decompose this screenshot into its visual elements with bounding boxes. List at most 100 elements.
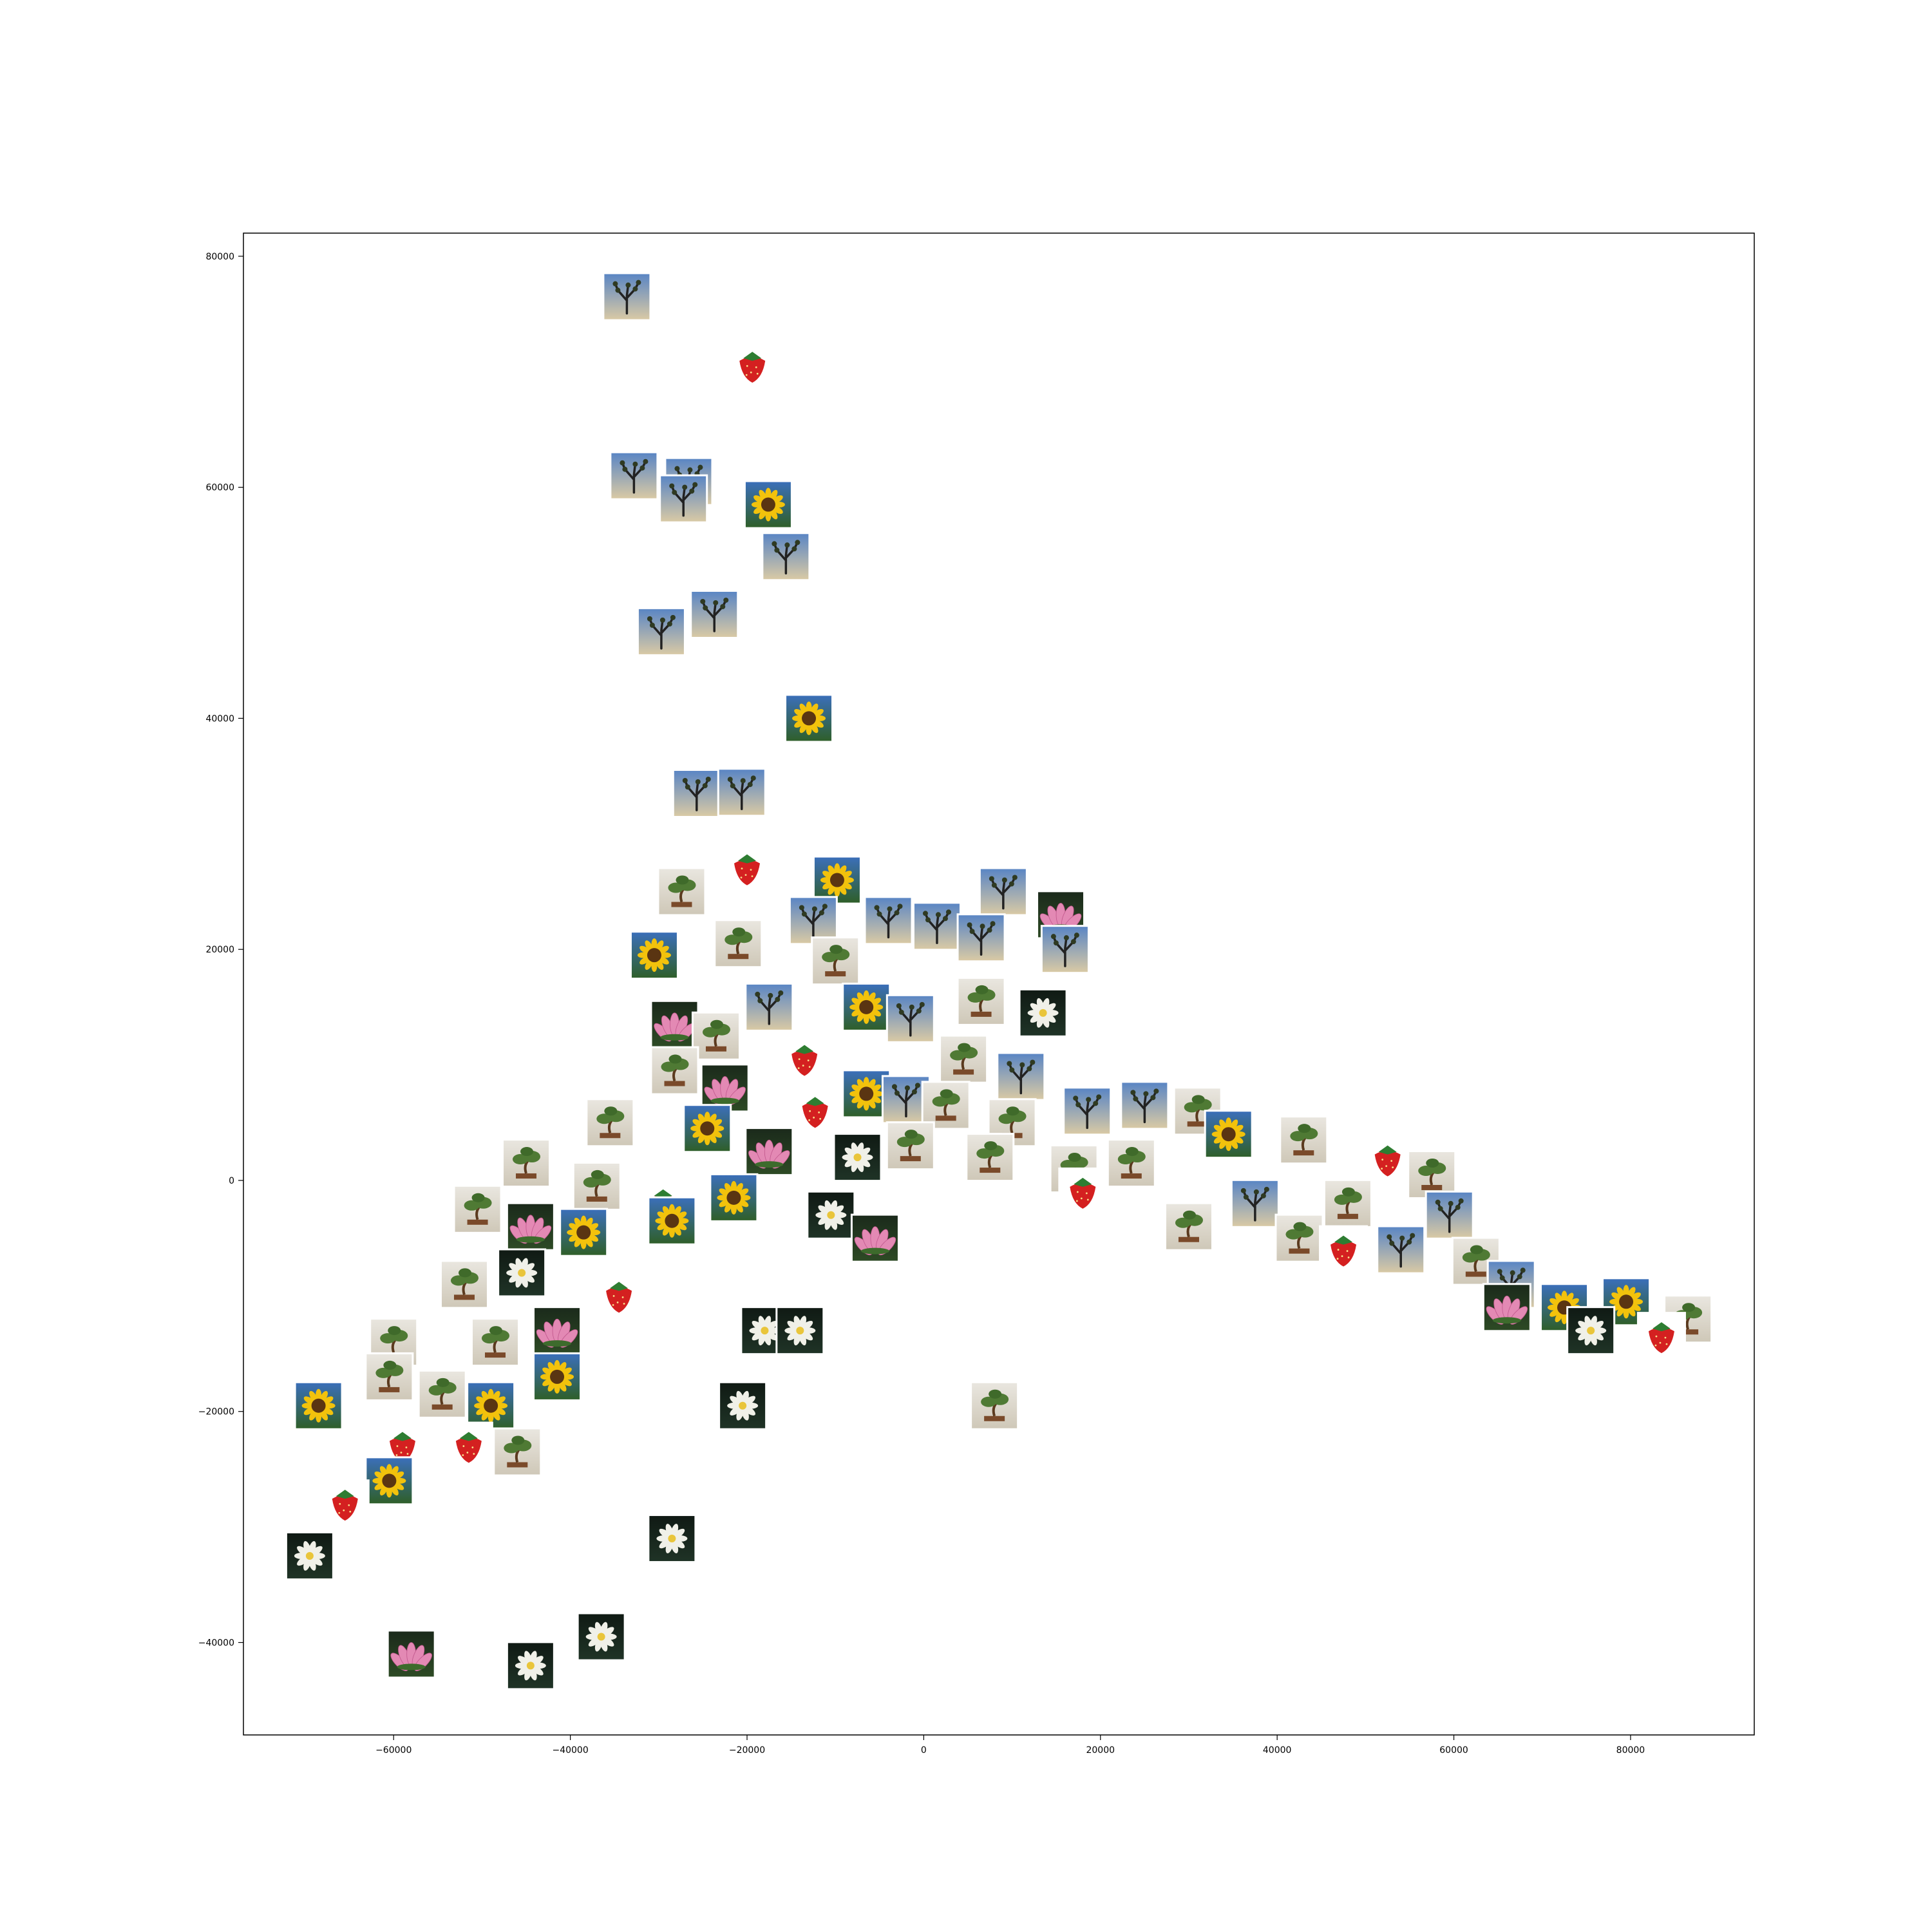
image-marker-bonsai [453,1184,502,1234]
image-marker-bonsai [965,1133,1015,1182]
image-marker-sunflower [1204,1110,1253,1159]
image-marker-sunflower [629,931,679,980]
image-marker-sunflower [709,1173,759,1222]
image-marker-water-lily [806,1190,856,1240]
image-marker-joshua-tree [659,474,708,524]
image-marker-sunflower [294,1381,343,1430]
image-marker-joshua-tree [1376,1225,1426,1274]
image-marker-lotus [1482,1283,1531,1332]
image-marker-bonsai [585,1098,635,1148]
image-marker-lotus [506,1202,555,1251]
image-marker-lotus [850,1213,900,1263]
y-tick-label: −40000 [198,1638,234,1648]
image-marker-bonsai [1106,1139,1156,1188]
x-tick-label: 60000 [1439,1745,1468,1756]
image-marker-bonsai [650,1046,699,1095]
image-marker-bonsai [970,1381,1019,1430]
image-marker-joshua-tree [996,1052,1046,1101]
image-marker-water-lily [833,1133,882,1182]
image-marker-sunflower [683,1104,732,1153]
image-marker-water-lily [506,1641,555,1690]
image-marker-lotus [386,1629,436,1679]
x-tick-label: 20000 [1086,1745,1115,1756]
image-marker-joshua-tree [788,896,838,945]
image-marker-joshua-tree [672,769,721,819]
image-marker-water-lily [576,1612,626,1662]
y-tick-label: 80000 [205,252,234,262]
y-tick-label: 20000 [205,945,234,955]
image-marker-bonsai [1323,1179,1372,1228]
image-marker-water-lily [775,1306,825,1356]
image-marker-joshua-tree [978,867,1028,916]
image-markers [285,272,1713,1690]
image-marker-bonsai [657,867,706,916]
image-marker-bonsai [1164,1202,1213,1251]
image-marker-joshua-tree [717,768,766,817]
image-marker-water-lily [1566,1306,1616,1356]
image-marker-bonsai [1274,1213,1324,1263]
image-marker-joshua-tree [912,902,961,951]
x-tick-label: −40000 [552,1745,588,1756]
x-tick-label: −60000 [375,1745,412,1756]
image-marker-bonsai [691,1011,741,1061]
image-marker-joshua-tree [1040,925,1090,974]
image-marker-lotus [650,999,699,1049]
image-marker-bonsai [886,1121,935,1171]
image-marker-joshua-tree [886,994,935,1043]
image-marker-water-lily [285,1531,334,1580]
image-marker-sunflower [647,1196,697,1245]
image-marker-sunflower [365,1456,414,1506]
image-marker-strawberry [444,1421,493,1471]
image-marker-lotus [744,1127,794,1177]
image-marker-joshua-tree [690,589,739,639]
image-marker-bonsai [1279,1115,1329,1165]
image-marker-sunflower [743,480,793,529]
image-marker-strawberry [780,1034,829,1084]
image-marker-bonsai [811,936,860,986]
image-marker-strawberry [594,1271,644,1321]
image-marker-strawberry [1058,1167,1108,1217]
image-marker-bonsai [956,976,1006,1026]
image-marker-bonsai [714,919,763,969]
image-marker-strawberry [1636,1312,1686,1361]
image-marker-bonsai [439,1260,489,1309]
y-tick-label: 40000 [205,714,234,724]
image-marker-sunflower [784,694,834,743]
image-marker-strawberry [723,844,772,893]
image-marker-joshua-tree [609,451,659,500]
y-tick-label: 60000 [205,483,234,493]
image-marker-joshua-tree [864,896,913,945]
x-tick-label: 0 [921,1745,927,1756]
x-tick-label: −20000 [729,1745,765,1756]
image-marker-strawberry [790,1086,840,1136]
y-tick-label: 0 [229,1176,234,1186]
y-axis: −40000 −20000 0 20000 40000 60000 80000 [198,252,243,1648]
image-marker-joshua-tree [1120,1081,1170,1130]
image-marker-water-lily [718,1381,768,1430]
image-marker-bonsai [471,1318,520,1367]
image-marker-bonsai [939,1034,989,1084]
image-marker-bonsai [365,1352,414,1401]
image-marker-joshua-tree [1425,1190,1474,1240]
image-marker-strawberry [1363,1135,1412,1184]
image-marker-bonsai [1407,1150,1457,1199]
image-marker-sunflower [559,1208,609,1257]
image-marker-lotus [700,1063,750,1113]
x-tick-label: 80000 [1616,1745,1645,1756]
image-marker-joshua-tree [1230,1179,1280,1228]
image-marker-bonsai [493,1427,542,1477]
image-marker-lotus [533,1306,582,1356]
image-marker-joshua-tree [744,982,794,1032]
image-marker-bonsai [572,1161,621,1211]
image-marker-strawberry [728,341,777,391]
image-marker-joshua-tree [636,607,686,656]
image-marker-joshua-tree [1063,1086,1112,1136]
image-marker-water-lily [1018,988,1068,1037]
y-tick-label: −20000 [198,1407,234,1417]
image-marker-water-lily [497,1248,547,1298]
image-marker-joshua-tree [956,913,1006,963]
image-marker-water-lily [647,1514,697,1564]
image-marker-joshua-tree [761,532,811,582]
image-marker-joshua-tree [602,272,652,321]
